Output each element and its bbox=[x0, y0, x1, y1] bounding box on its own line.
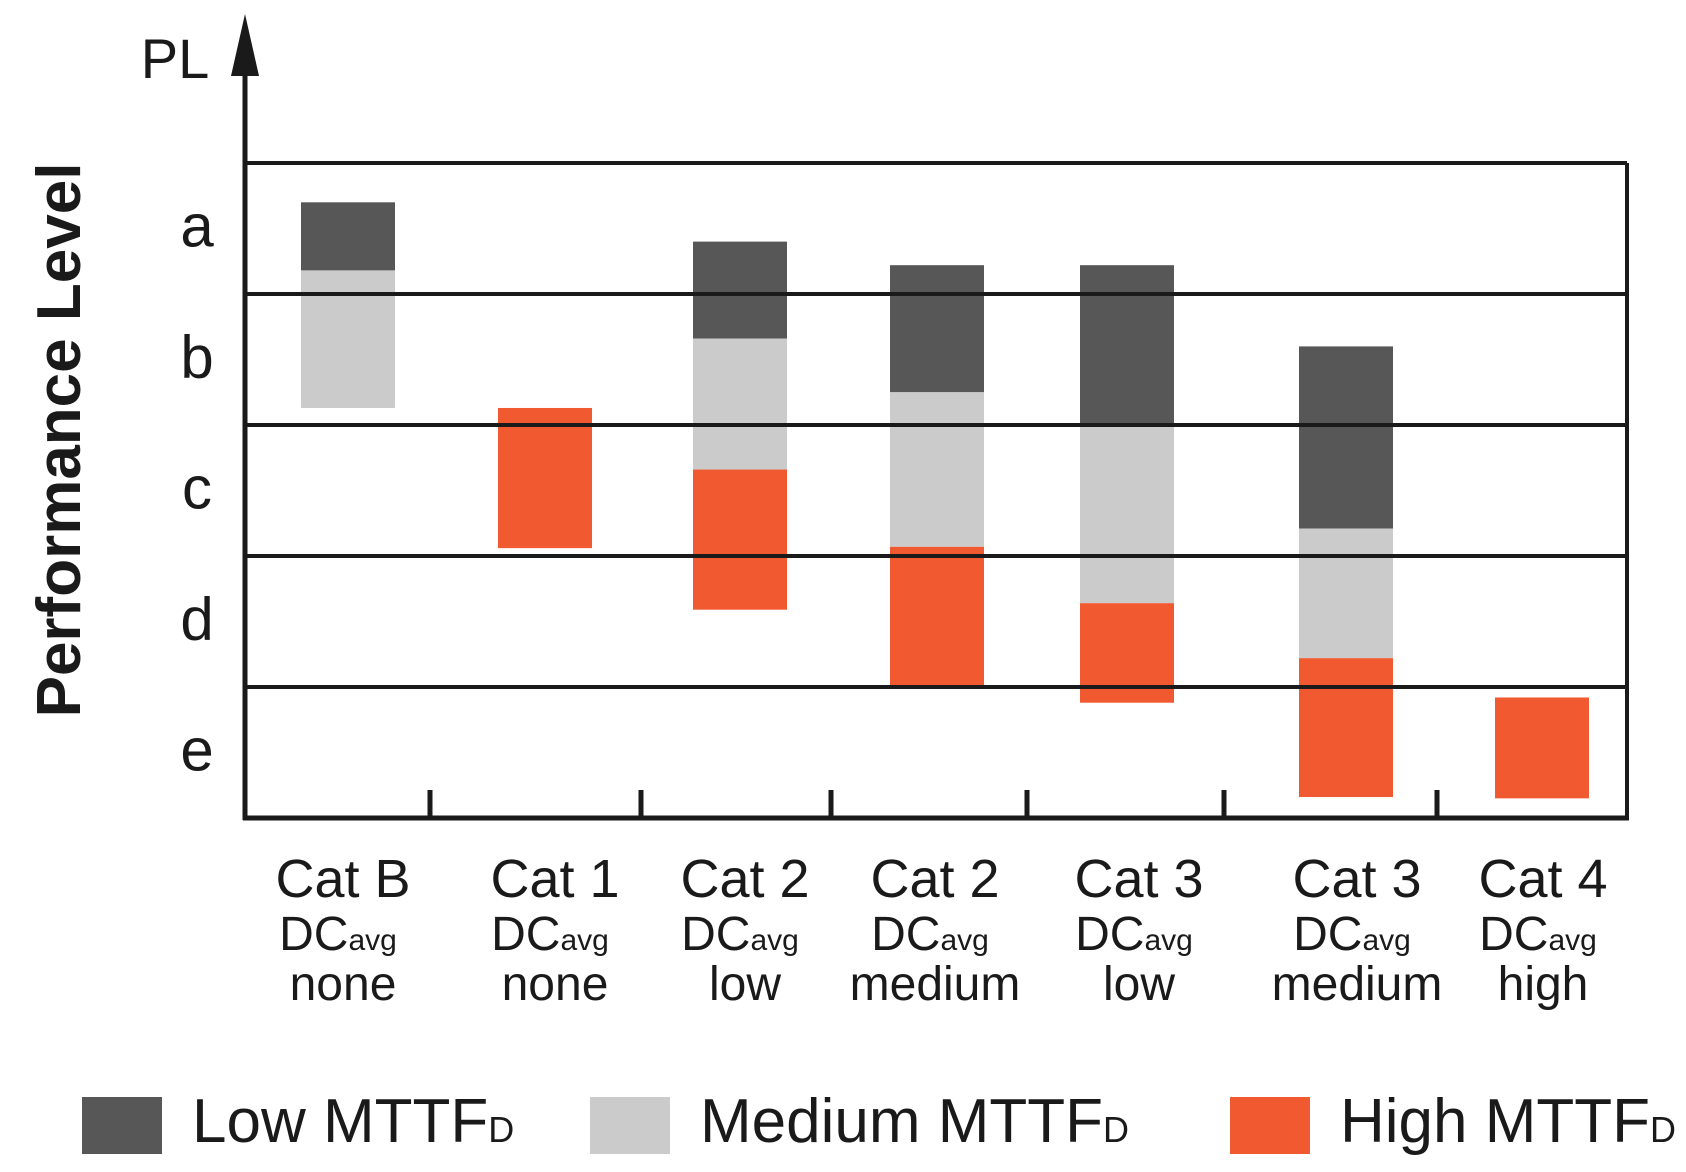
level-label-c: c bbox=[182, 455, 212, 522]
category-label-2: Cat 1 bbox=[490, 849, 619, 909]
dc-label-4: DCavg bbox=[871, 908, 989, 961]
bar-low-mttf-5 bbox=[1080, 265, 1174, 424]
dc-level-label-5: low bbox=[1103, 958, 1175, 1011]
legend-label-high-mttf: High MTTFD bbox=[1340, 1087, 1676, 1156]
category-label-4: Cat 2 bbox=[870, 849, 999, 909]
legend-label-low-mttf: Low MTTFD bbox=[192, 1087, 514, 1156]
bar-medium-mttf-5 bbox=[1080, 423, 1174, 604]
category-label-5: Cat 3 bbox=[1074, 849, 1203, 909]
dc-level-label-3: low bbox=[709, 958, 781, 1011]
level-label-d: d bbox=[180, 586, 213, 653]
dc-label-3: DCavg bbox=[681, 908, 799, 961]
bar-high-mttf-6 bbox=[1299, 658, 1393, 798]
bar-medium-mttf-6 bbox=[1299, 528, 1393, 659]
level-label-b: b bbox=[180, 324, 213, 391]
legend-swatch-medium-mttf bbox=[590, 1097, 670, 1154]
y-axis-label: Performance Level bbox=[25, 163, 94, 718]
bar-medium-mttf-3 bbox=[693, 338, 787, 470]
bar-high-mttf-2 bbox=[498, 407, 592, 549]
dc-level-label-7: high bbox=[1498, 958, 1589, 1011]
bar-high-mttf-7 bbox=[1495, 697, 1589, 799]
dc-level-label-6: medium bbox=[1272, 958, 1443, 1011]
grid-layer bbox=[231, 14, 1629, 821]
dc-label-2: DCavg bbox=[491, 908, 609, 961]
legend-swatch-low-mttf bbox=[82, 1097, 162, 1154]
bars-layer bbox=[301, 202, 1589, 799]
dc-level-label-1: none bbox=[290, 958, 397, 1011]
category-label-7: Cat 4 bbox=[1478, 849, 1607, 909]
dc-label-1: DCavg bbox=[279, 908, 397, 961]
bar-medium-mttf-1 bbox=[301, 270, 395, 408]
bar-low-mttf-1 bbox=[301, 202, 395, 271]
dc-label-5: DCavg bbox=[1075, 908, 1193, 961]
bar-medium-mttf-4 bbox=[890, 392, 984, 547]
legend: Low MTTFD Medium MTTFD High MTTFD bbox=[82, 1087, 1676, 1156]
axis-title-top: PL bbox=[141, 27, 210, 90]
level-label-a: a bbox=[180, 193, 214, 260]
y-axis-arrow-icon bbox=[231, 14, 259, 76]
bar-high-mttf-3 bbox=[693, 469, 787, 610]
level-label-e: e bbox=[180, 717, 213, 784]
dc-label-7: DCavg bbox=[1479, 908, 1597, 961]
dc-level-label-2: none bbox=[502, 958, 609, 1011]
dc-label-6: DCavg bbox=[1293, 908, 1411, 961]
legend-swatch-high-mttf bbox=[1230, 1097, 1310, 1154]
bar-high-mttf-4 bbox=[890, 546, 984, 687]
category-label-3: Cat 2 bbox=[680, 849, 809, 909]
bar-low-mttf-3 bbox=[693, 241, 787, 339]
bar-low-mttf-6 bbox=[1299, 346, 1393, 529]
bar-low-mttf-4 bbox=[890, 265, 984, 393]
dc-level-label-4: medium bbox=[850, 958, 1021, 1011]
category-label-6: Cat 3 bbox=[1292, 849, 1421, 909]
legend-label-medium-mttf: Medium MTTFD bbox=[700, 1087, 1129, 1156]
category-label-1: Cat B bbox=[275, 849, 410, 909]
